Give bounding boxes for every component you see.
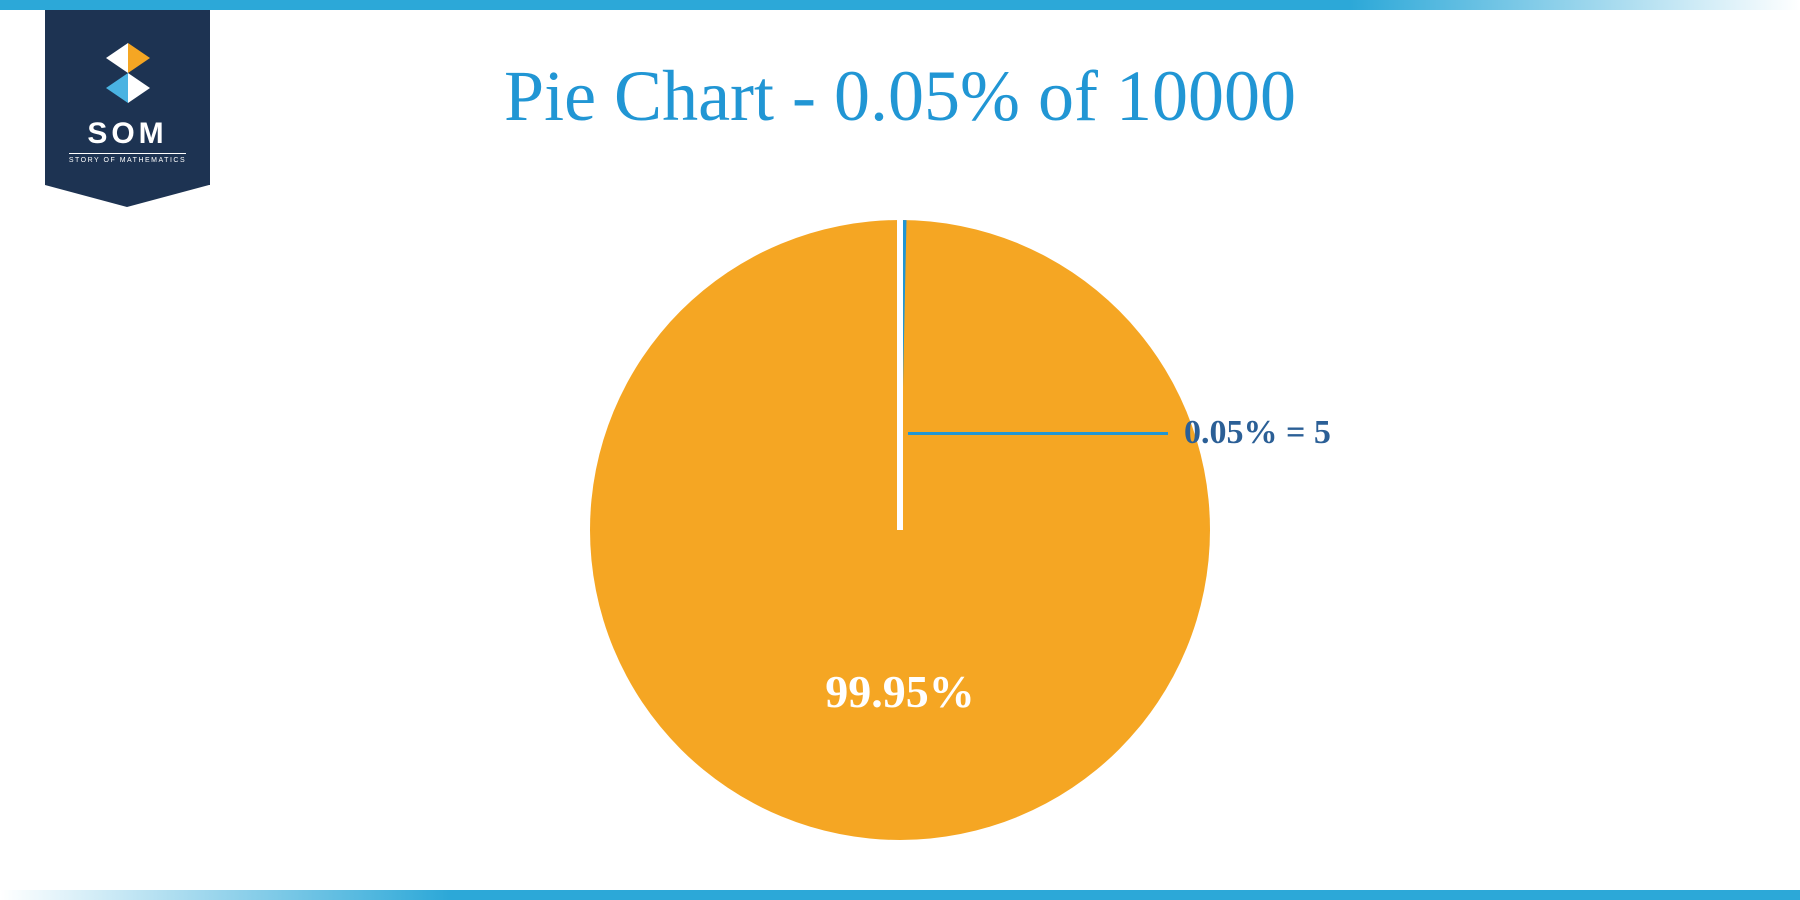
chart-title: Pie Chart - 0.05% of 10000 [504,55,1296,138]
logo-tagline: STORY OF MATHEMATICS [69,153,186,164]
logo-badge: SOM STORY OF MATHEMATICS [45,10,210,185]
bottom-accent-bar [0,890,1800,900]
pie-svg [580,210,1220,850]
pie-chart: 99.95% 0.05% = 5 [580,210,1220,850]
pie-major-label: 99.95% [825,665,975,718]
logo-text: SOM [87,117,167,151]
pie-minor-callout-label: 0.05% = 5 [1184,414,1331,452]
callout-line [908,432,1168,435]
logo-icon [98,43,158,103]
top-accent-bar [0,0,1800,10]
